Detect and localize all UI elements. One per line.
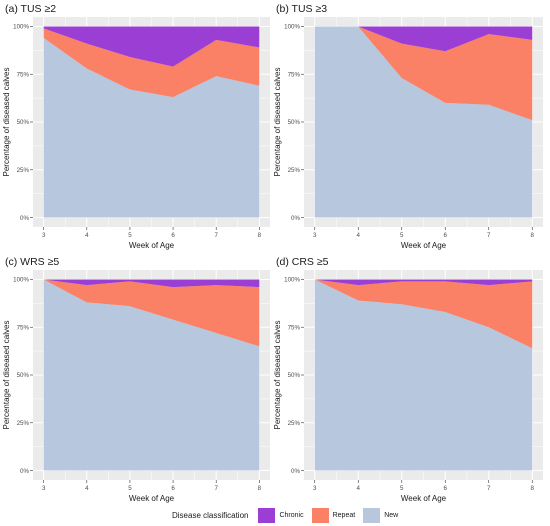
y-tick-label: 75%	[288, 324, 301, 331]
legend-key-repeat	[311, 507, 329, 523]
legend: Disease classification Chronic Repeat Ne…	[172, 506, 406, 524]
area-new	[314, 279, 533, 471]
x-tick-label: 8	[258, 485, 262, 492]
x-tick-label: 7	[487, 232, 491, 239]
y-tick-label: 100%	[284, 277, 300, 284]
y-tick-label: 100%	[284, 24, 300, 31]
area-new	[43, 37, 260, 218]
x-tick-label: 7	[487, 485, 491, 492]
x-tick-label: 4	[85, 232, 89, 239]
legend-label-new: New	[384, 511, 399, 519]
panel-title: (b) TUS ≥3	[276, 3, 327, 15]
area-new	[43, 279, 260, 471]
x-tick-label: 8	[258, 232, 262, 239]
y-tick-label: 0%	[20, 215, 29, 222]
x-axis-label: Week of Age	[401, 494, 447, 503]
panel-3: (c) WRS ≥5 0% 25% 50% 75% 100% 3 4 5 6 7 8 Week of A…	[2, 256, 270, 503]
y-tick-label: 25%	[288, 167, 301, 174]
x-axis-label: Week of Age	[129, 494, 175, 503]
y-tick-label: 0%	[291, 215, 300, 222]
x-tick-label: 7	[214, 485, 218, 492]
y-tick-label: 50%	[17, 372, 30, 379]
x-tick-label: 6	[444, 485, 448, 492]
y-tick-label: 75%	[17, 71, 30, 78]
area-repeat	[43, 28, 260, 98]
x-tick-label: 6	[171, 232, 175, 239]
y-axis-label: Percentage of diseased calves	[273, 68, 282, 177]
y-axis-label: Percentage of diseased calves	[273, 321, 282, 430]
y-axis-label: Percentage of diseased calves	[2, 68, 11, 177]
x-tick-label: 7	[214, 232, 218, 239]
legend-key-new	[363, 507, 381, 523]
legend-key-chronic	[258, 507, 276, 523]
y-tick-label: 25%	[17, 420, 30, 427]
panel-title: (a) TUS ≥2	[5, 3, 56, 15]
x-tick-label: 6	[444, 232, 448, 239]
x-tick-label: 3	[313, 485, 317, 492]
panel-title: (c) WRS ≥5	[5, 256, 59, 268]
legend-item-chronic: Chronic	[258, 507, 304, 523]
x-tick-label: 5	[400, 232, 404, 239]
y-tick-label: 50%	[288, 372, 301, 379]
x-tick-label: 3	[42, 485, 46, 492]
x-tick-label: 8	[531, 485, 535, 492]
legend-title: Disease classification	[172, 510, 249, 520]
legend-label-repeat: Repeat	[332, 511, 356, 519]
y-tick-label: 50%	[17, 119, 30, 126]
x-tick-label: 3	[42, 232, 46, 239]
y-tick-label: 0%	[291, 468, 300, 475]
area-chronic	[43, 26, 260, 67]
y-tick-label: 100%	[13, 24, 29, 31]
y-tick-label: 25%	[17, 167, 30, 174]
x-tick-label: 4	[357, 232, 361, 239]
x-tick-label: 3	[313, 232, 317, 239]
area-chronic	[43, 279, 260, 288]
y-tick-label: 50%	[288, 119, 301, 126]
x-tick-label: 5	[128, 232, 132, 239]
y-tick-label: 75%	[288, 71, 301, 78]
y-tick-label: 100%	[13, 277, 29, 284]
x-tick-label: 5	[400, 485, 404, 492]
legend-item-repeat: Repeat	[311, 507, 356, 523]
x-tick-label: 4	[357, 485, 361, 492]
x-tick-label: 5	[128, 485, 132, 492]
x-axis-label: Week of Age	[129, 241, 175, 250]
area-chronic	[314, 26, 533, 52]
area-repeat	[314, 279, 533, 349]
area-chronic	[314, 279, 533, 286]
x-tick-label: 8	[531, 232, 535, 239]
legend-item-new: New	[363, 507, 399, 523]
x-axis-label: Week of Age	[401, 241, 447, 250]
y-axis-label: Percentage of diseased calves	[2, 321, 11, 430]
area-repeat	[43, 279, 260, 347]
panel-title: (d) CRS ≥5	[276, 256, 329, 268]
panel-2: (b) TUS ≥3 0% 25% 50% 75% 100% 3 4 5 6 7 8 Week of A…	[273, 3, 543, 250]
area-new	[314, 26, 533, 218]
y-tick-label: 0%	[20, 468, 29, 475]
x-tick-label: 4	[85, 485, 89, 492]
x-tick-label: 6	[171, 485, 175, 492]
y-tick-label: 75%	[17, 324, 30, 331]
legend-label-chronic: Chronic	[279, 511, 304, 519]
area-repeat	[314, 26, 533, 121]
y-tick-label: 25%	[288, 420, 301, 427]
panel-1: (a) TUS ≥2 0% 25% 50% 75% 100% 3 4 5 6 7 8 Week of A…	[2, 3, 270, 250]
panel-4: (d) CRS ≥5 0% 25% 50% 75% 100% 3 4 5 6 7 8 Week of A…	[273, 256, 543, 503]
